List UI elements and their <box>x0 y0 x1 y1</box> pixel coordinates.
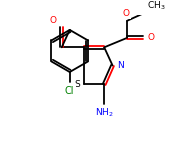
Text: O: O <box>49 16 56 25</box>
Text: NH$_2$: NH$_2$ <box>95 106 113 119</box>
Text: N: N <box>117 61 124 70</box>
Text: S: S <box>74 80 80 89</box>
Text: O: O <box>148 33 155 42</box>
Text: CH$_3$: CH$_3$ <box>147 0 165 12</box>
Text: O: O <box>123 9 130 18</box>
Text: Cl: Cl <box>65 86 74 96</box>
